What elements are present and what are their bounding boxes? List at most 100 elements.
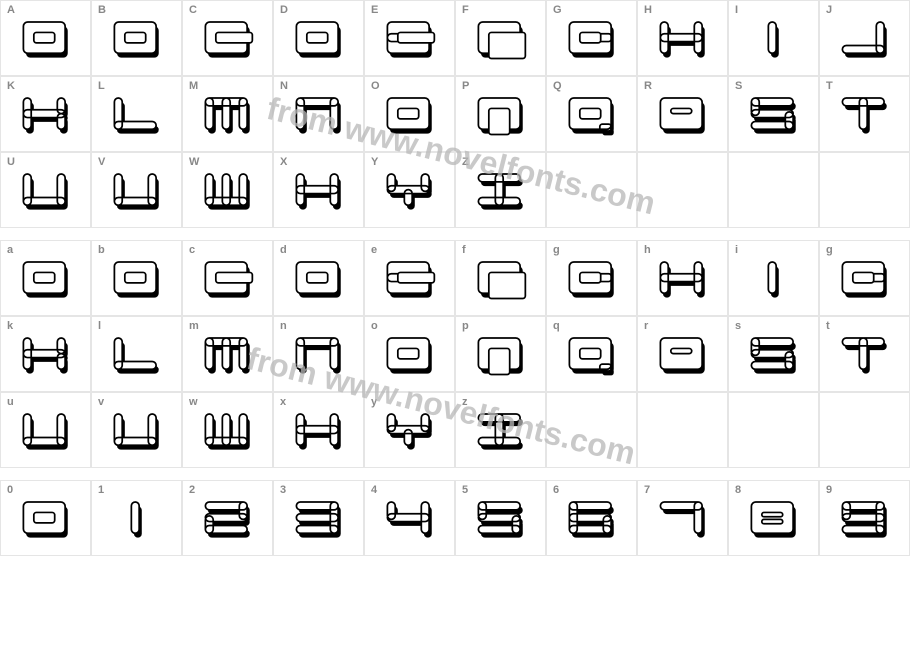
glyph: [22, 338, 70, 378]
glyph: [659, 502, 707, 542]
cell-label: S: [735, 80, 742, 92]
cell-label: 4: [371, 484, 377, 496]
glyph-cell: g: [546, 240, 637, 316]
glyph-cell: 6: [546, 480, 637, 556]
glyph-cell: 1: [91, 480, 182, 556]
glyph: [386, 22, 434, 62]
glyph: [477, 502, 525, 542]
cell-label: H: [644, 4, 652, 16]
glyph-cell: G: [546, 0, 637, 76]
cell-label: F: [462, 4, 469, 16]
glyph-cell: S: [728, 76, 819, 152]
glyph: [295, 262, 343, 302]
cell-label: E: [371, 4, 378, 16]
glyph-cell: b: [91, 240, 182, 316]
glyph-cell: O: [364, 76, 455, 152]
cell-label: T: [826, 80, 833, 92]
glyph-cell: f: [455, 240, 546, 316]
cell-label: a: [7, 244, 13, 256]
glyph: [22, 262, 70, 302]
glyph-cell: Z: [455, 152, 546, 228]
glyph-cell: n: [273, 316, 364, 392]
cell-label: C: [189, 4, 197, 16]
glyph: [113, 98, 161, 138]
glyph: [204, 502, 252, 542]
glyph-cell: B: [91, 0, 182, 76]
glyph-cell: 0: [0, 480, 91, 556]
empty-cell: [546, 152, 637, 228]
glyph: [841, 502, 889, 542]
glyph: [22, 174, 70, 214]
glyph: [477, 338, 525, 378]
glyph: [386, 502, 434, 542]
glyph: [295, 98, 343, 138]
glyph-cell: A: [0, 0, 91, 76]
glyph-cell: v: [91, 392, 182, 468]
glyph-cell: K: [0, 76, 91, 152]
glyph: [386, 98, 434, 138]
glyph: [204, 262, 252, 302]
glyph: [386, 338, 434, 378]
glyph-cell: 2: [182, 480, 273, 556]
glyph: [386, 262, 434, 302]
glyph-cell: L: [91, 76, 182, 152]
cell-label: R: [644, 80, 652, 92]
cell-label: G: [553, 4, 562, 16]
glyph-cell: y: [364, 392, 455, 468]
glyph-cell: H: [637, 0, 728, 76]
glyph: [568, 22, 616, 62]
cell-label: u: [7, 396, 14, 408]
glyph-cell: N: [273, 76, 364, 152]
cell-label: K: [7, 80, 15, 92]
cell-label: z: [462, 396, 468, 408]
glyph-cell: Y: [364, 152, 455, 228]
cell-label: r: [644, 320, 648, 332]
cell-label: n: [280, 320, 287, 332]
glyph: [568, 338, 616, 378]
glyph-cell: 8: [728, 480, 819, 556]
glyph: [477, 414, 525, 454]
glyph-cell: t: [819, 316, 910, 392]
cell-label: p: [462, 320, 469, 332]
cell-label: 6: [553, 484, 559, 496]
cell-label: l: [98, 320, 101, 332]
section-digits: 0 1 2 3 4 5 6 7 8 9: [0, 480, 911, 556]
glyph-cell: x: [273, 392, 364, 468]
cell-label: t: [826, 320, 830, 332]
cell-label: b: [98, 244, 105, 256]
section-uppercase: A B C D E F G H I J K: [0, 0, 911, 228]
cell-label: D: [280, 4, 288, 16]
glyph: [659, 98, 707, 138]
glyph-cell: D: [273, 0, 364, 76]
glyph: [22, 22, 70, 62]
glyph-cell: o: [364, 316, 455, 392]
cell-label: 7: [644, 484, 650, 496]
cell-label: f: [462, 244, 466, 256]
glyph-cell: U: [0, 152, 91, 228]
glyph: [568, 262, 616, 302]
glyph: [204, 22, 252, 62]
cell-label: P: [462, 80, 469, 92]
cell-label: g: [826, 244, 833, 256]
glyph-cell: z: [455, 392, 546, 468]
cell-label: e: [371, 244, 377, 256]
glyph: [295, 22, 343, 62]
glyph: [477, 22, 525, 62]
cell-label: s: [735, 320, 741, 332]
glyph: [295, 174, 343, 214]
glyph-cell: i: [728, 240, 819, 316]
glyph: [113, 174, 161, 214]
empty-cell: [819, 392, 910, 468]
glyph-cell: E: [364, 0, 455, 76]
glyph-cell: T: [819, 76, 910, 152]
cell-label: o: [371, 320, 378, 332]
glyph: [295, 338, 343, 378]
cell-label: 0: [7, 484, 13, 496]
cell-label: g: [553, 244, 560, 256]
cell-label: i: [735, 244, 738, 256]
cell-label: B: [98, 4, 106, 16]
glyph: [113, 338, 161, 378]
glyph: [841, 338, 889, 378]
glyph-cell: J: [819, 0, 910, 76]
glyph: [477, 98, 525, 138]
